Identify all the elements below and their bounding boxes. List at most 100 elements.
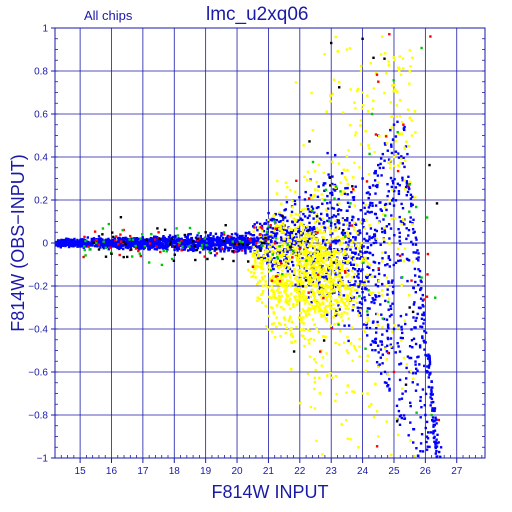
data-point-blue [363, 219, 366, 222]
data-point-blue [269, 239, 272, 242]
data-point-black [411, 310, 415, 314]
data-point-blue [292, 273, 296, 276]
data-point-yellow [341, 281, 344, 284]
data-point-yellow [291, 281, 294, 284]
data-point-blue [271, 265, 274, 268]
data-point-green [131, 255, 134, 258]
data-point-blue [70, 241, 74, 244]
data-point-blue [310, 290, 314, 293]
data-point-blue [209, 244, 212, 247]
data-point-yellow [270, 296, 273, 300]
data-point-yellow [377, 221, 380, 224]
data-point-blue [102, 243, 106, 246]
data-point-yellow [252, 268, 256, 271]
data-point-blue [412, 286, 415, 289]
data-point-blue [427, 385, 430, 389]
data-point-red [251, 265, 255, 268]
data-point-yellow [387, 161, 390, 164]
data-point-blue [202, 248, 205, 251]
data-point-blue [359, 314, 362, 317]
data-point-blue [398, 239, 401, 243]
data-point-yellow [279, 323, 282, 326]
data-point-yellow [307, 306, 310, 310]
data-point-yellow [402, 67, 405, 70]
data-point-blue [311, 231, 314, 234]
data-point-blue [385, 350, 389, 353]
data-point-black [246, 243, 249, 246]
data-point-blue [341, 217, 345, 220]
data-point-red [180, 239, 183, 243]
x-tick-label: 23 [326, 466, 338, 477]
data-point-blue [367, 196, 370, 200]
data-point-yellow [255, 264, 258, 267]
y-tick-label: 0.4 [34, 153, 48, 164]
data-point-yellow [346, 231, 349, 234]
data-point-blue [288, 267, 292, 271]
data-point-blue [165, 242, 169, 245]
data-point-green [276, 257, 280, 260]
data-point-blue [296, 220, 299, 223]
data-point-yellow [333, 229, 336, 232]
data-point-blue [242, 245, 245, 248]
data-point-green [311, 160, 315, 164]
data-point-yellow [334, 283, 337, 286]
data-point-black [206, 257, 209, 261]
data-point-blue [381, 333, 384, 336]
data-point-green [200, 243, 204, 247]
data-point-yellow [253, 266, 257, 269]
data-point-blue [418, 346, 422, 349]
data-point-yellow [311, 235, 314, 238]
data-point-yellow [288, 272, 291, 276]
data-point-blue [357, 285, 360, 289]
data-point-green [131, 238, 135, 241]
data-point-yellow [343, 250, 347, 253]
data-point-yellow [279, 283, 282, 286]
data-point-blue [317, 251, 321, 254]
data-point-green [392, 79, 395, 82]
data-point-blue [330, 206, 334, 210]
data-point-blue [190, 237, 193, 240]
data-point-blue [397, 156, 401, 159]
data-point-yellow [358, 345, 361, 348]
data-point-yellow [293, 270, 296, 274]
data-point-blue [371, 348, 374, 352]
data-point-blue [408, 356, 411, 360]
data-point-blue [378, 363, 381, 366]
data-point-yellow [272, 290, 275, 293]
data-point-yellow [383, 226, 386, 230]
data-point-yellow [358, 355, 361, 358]
data-point-yellow [309, 405, 313, 409]
data-point-blue [410, 328, 413, 331]
data-point-yellow [366, 392, 369, 395]
data-point-blue [381, 362, 384, 365]
data-point-yellow [318, 376, 321, 380]
data-point-yellow [272, 293, 275, 296]
data-point-yellow [399, 73, 403, 76]
data-point-yellow [273, 261, 276, 264]
data-point-yellow [294, 252, 298, 256]
data-point-yellow [375, 237, 378, 240]
data-point-green [334, 185, 338, 188]
data-point-blue [363, 296, 366, 299]
data-point-black [191, 240, 195, 243]
data-point-blue [392, 285, 395, 288]
data-point-yellow [311, 256, 314, 259]
data-point-yellow [408, 82, 411, 85]
data-point-blue [366, 257, 370, 260]
data-point-blue [230, 236, 233, 239]
data-point-blue [361, 287, 364, 290]
data-point-blue [390, 281, 393, 284]
data-point-blue [165, 237, 168, 241]
data-point-blue [386, 336, 389, 340]
data-point-yellow [285, 195, 288, 199]
data-point-green [271, 253, 274, 256]
data-point-green [150, 232, 153, 236]
data-point-yellow [296, 225, 300, 229]
data-point-blue [209, 232, 212, 235]
data-point-yellow [283, 283, 286, 286]
data-point-blue [432, 425, 435, 428]
data-point-yellow [284, 289, 287, 293]
data-point-blue [393, 189, 396, 193]
data-point-blue [367, 280, 370, 283]
data-point-black [307, 229, 310, 232]
